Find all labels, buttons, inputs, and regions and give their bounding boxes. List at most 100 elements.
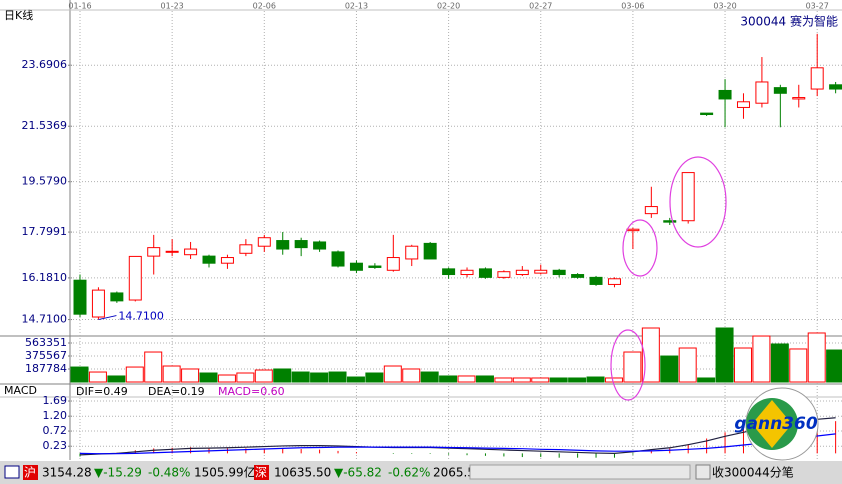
volume-bar xyxy=(752,335,771,383)
y-tick-label: 17.7991 xyxy=(22,225,68,238)
candle-body xyxy=(626,228,640,232)
candle-body xyxy=(607,278,621,285)
volume-bar xyxy=(494,377,513,383)
volume-bar xyxy=(383,365,402,383)
volume-bar xyxy=(678,347,697,383)
highlight-circle xyxy=(610,329,646,401)
volume-bar xyxy=(291,371,310,383)
volume-bar xyxy=(733,347,752,383)
x-tick-label: 02-06 xyxy=(253,2,276,11)
volume-bar xyxy=(475,375,494,383)
volume-bar xyxy=(125,366,144,383)
chart-title: 日K线 xyxy=(4,8,33,22)
y-tick-label: 375567 xyxy=(25,349,67,362)
candle-body xyxy=(681,172,695,222)
volume-bar xyxy=(162,365,181,383)
candle-body xyxy=(405,245,419,260)
index-amount: 1505.99亿 xyxy=(194,465,256,480)
volume-bar xyxy=(346,376,365,383)
y-tick-label: 0.23 xyxy=(43,439,68,452)
volume-bar xyxy=(770,343,789,383)
macd-line xyxy=(79,433,836,455)
candle-body xyxy=(571,274,585,278)
candle-body xyxy=(497,271,511,278)
volume-bar xyxy=(660,355,679,383)
index-value: 10635.50 xyxy=(274,466,331,480)
volume-bar xyxy=(273,368,292,383)
volume-bar xyxy=(217,374,236,383)
candle-body xyxy=(147,247,161,257)
volume-bar xyxy=(512,377,531,383)
highlight-circle xyxy=(622,219,658,277)
volume-bar xyxy=(107,375,126,383)
volume-bar xyxy=(365,372,384,383)
candle-body xyxy=(349,262,363,271)
candle-body xyxy=(184,248,198,256)
signal-icon xyxy=(695,464,711,480)
macd-line xyxy=(79,417,836,456)
volume-bar xyxy=(531,377,550,383)
volume-bar xyxy=(236,372,255,383)
candle-body xyxy=(663,220,677,223)
y-tick-label: 1.20 xyxy=(43,409,68,422)
scrollbar[interactable] xyxy=(469,464,691,480)
index-change: ▼-65.82 xyxy=(334,466,382,480)
volume-bar xyxy=(641,327,660,383)
candle-body xyxy=(276,240,290,250)
candle-body xyxy=(700,112,714,116)
volume-bar xyxy=(586,376,605,383)
legend-entry: DEA=0.19 xyxy=(148,385,205,398)
x-tick-label: 03-20 xyxy=(713,2,736,11)
candle-body xyxy=(220,257,234,264)
volume-bar xyxy=(328,371,347,383)
index-amount: 2065.5 xyxy=(433,466,475,480)
x-tick-label: 03-27 xyxy=(806,2,829,11)
y-tick-label: 563351 xyxy=(25,336,67,349)
volume-bar xyxy=(88,371,107,383)
candle-body xyxy=(313,241,327,250)
volume-bar xyxy=(181,368,200,383)
stock-label: 300044 赛为智能 xyxy=(740,14,838,29)
candle-body xyxy=(534,269,548,274)
candle-body xyxy=(810,67,824,90)
candle-body xyxy=(331,251,345,267)
logo-diamond xyxy=(752,400,792,448)
panel-title: MACD xyxy=(4,384,37,397)
status-right: 收300044分笔 xyxy=(712,465,794,480)
y-tick-label: 23.6906 xyxy=(22,58,68,71)
volume-bar xyxy=(623,351,642,383)
volume-bar xyxy=(697,377,716,383)
menu-icon[interactable] xyxy=(4,465,20,479)
candle-body xyxy=(257,237,271,247)
candle-body xyxy=(165,250,179,253)
x-tick-label: 02-20 xyxy=(437,2,460,11)
candle-body xyxy=(460,269,474,276)
y-tick-label: 0.72 xyxy=(43,424,68,437)
candle-body xyxy=(792,97,806,100)
candle-body xyxy=(552,269,566,276)
volume-bar xyxy=(420,371,439,383)
logo: gann360 xyxy=(734,387,819,461)
candle-body xyxy=(515,269,529,276)
x-tick-label: 01-16 xyxy=(68,2,91,11)
volume-bar xyxy=(568,377,587,383)
x-tick-label: 02-27 xyxy=(529,2,552,11)
y-tick-label: 16.1810 xyxy=(22,271,68,284)
market-badge xyxy=(23,465,38,480)
legend-entry: MACD=0.60 xyxy=(218,385,285,398)
volume-bar xyxy=(70,366,89,383)
volume-bar xyxy=(402,368,421,383)
y-tick-label: 187784 xyxy=(25,362,67,375)
x-tick-label: 01-23 xyxy=(161,2,184,11)
candle-body xyxy=(773,87,787,94)
volume-bar xyxy=(310,372,329,383)
candle-body xyxy=(73,279,87,315)
y-tick-label: 21.5369 xyxy=(22,119,68,132)
marks: 14.7100 16.1810 17.7991 19.5790 21.5369 23.69… xyxy=(22,2,842,460)
x-tick-label: 03-06 xyxy=(621,2,644,11)
volume-bar xyxy=(144,351,163,383)
index-change: ▼-15.29 xyxy=(94,466,142,480)
candle-body xyxy=(589,276,603,285)
volume-bar xyxy=(826,349,842,383)
candle-body xyxy=(442,268,456,276)
